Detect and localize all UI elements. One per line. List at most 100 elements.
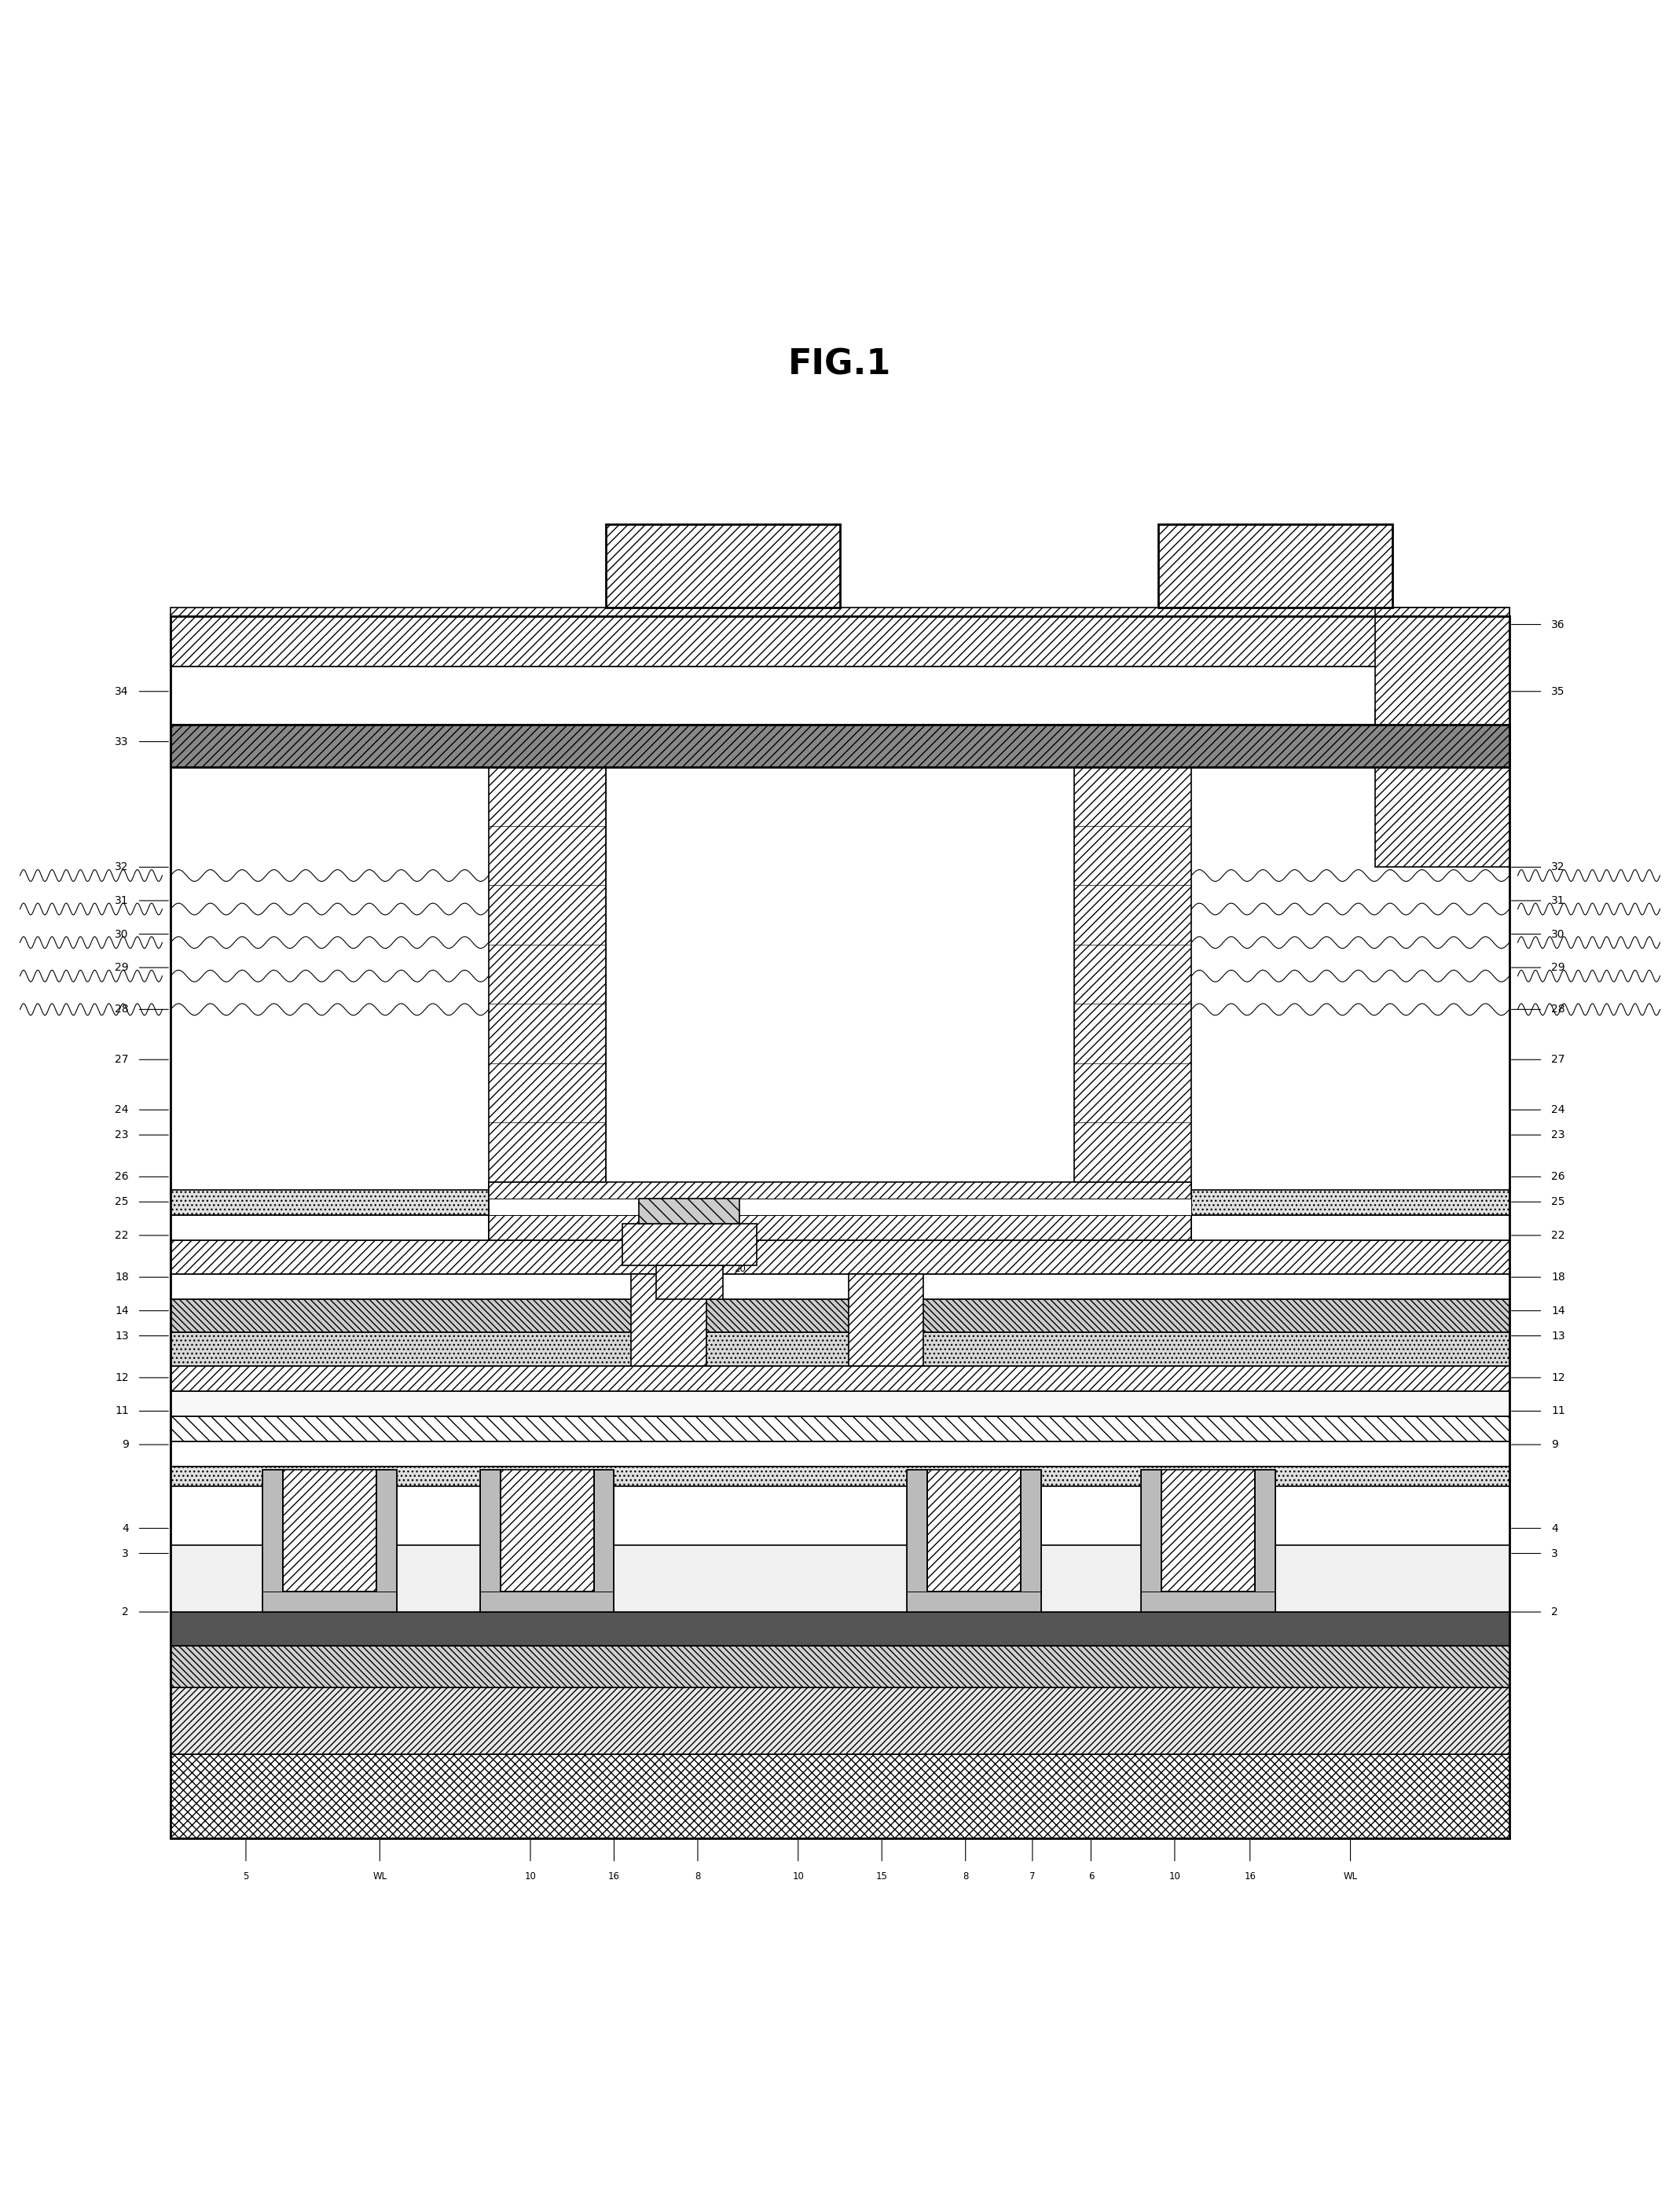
Bar bbox=[1161, 1469, 1255, 1593]
Bar bbox=[638, 1198, 739, 1223]
Bar bbox=[606, 767, 1074, 1181]
Text: 28: 28 bbox=[114, 1005, 129, 1016]
Bar bbox=[1376, 707, 1509, 868]
Text: 23: 23 bbox=[1551, 1130, 1566, 1141]
Bar bbox=[1255, 1469, 1275, 1613]
Bar bbox=[171, 1646, 1509, 1687]
Text: 15: 15 bbox=[875, 1870, 887, 1881]
Bar bbox=[171, 665, 1509, 725]
Text: 17: 17 bbox=[650, 1322, 662, 1333]
Bar bbox=[623, 1223, 756, 1265]
Bar bbox=[262, 1593, 396, 1613]
Text: 20: 20 bbox=[734, 1265, 746, 1273]
Text: 9: 9 bbox=[123, 1439, 129, 1450]
Text: 27: 27 bbox=[114, 1055, 129, 1066]
Text: 16: 16 bbox=[1245, 1870, 1257, 1881]
Text: 24: 24 bbox=[114, 1104, 129, 1115]
Text: 31: 31 bbox=[114, 894, 129, 905]
Text: 14: 14 bbox=[114, 1304, 129, 1315]
Text: 12: 12 bbox=[114, 1372, 129, 1383]
Bar bbox=[171, 1300, 1509, 1333]
Bar bbox=[489, 767, 606, 1240]
Bar bbox=[171, 1544, 1509, 1613]
Bar bbox=[171, 1441, 1509, 1467]
Text: 8: 8 bbox=[696, 1870, 701, 1881]
Text: 10: 10 bbox=[793, 1870, 805, 1881]
Text: 33: 33 bbox=[114, 736, 129, 747]
Text: 17: 17 bbox=[884, 1322, 895, 1333]
Bar bbox=[171, 1366, 1509, 1390]
Text: 35: 35 bbox=[1551, 685, 1566, 696]
Bar bbox=[171, 1240, 1509, 1273]
Bar bbox=[655, 1265, 722, 1300]
Text: 25: 25 bbox=[114, 1196, 129, 1207]
Bar bbox=[171, 1390, 1509, 1417]
Bar bbox=[171, 1417, 1509, 1441]
Bar bbox=[171, 608, 1509, 665]
Text: 23: 23 bbox=[114, 1130, 129, 1141]
Bar bbox=[171, 1216, 489, 1240]
Text: 25: 25 bbox=[1551, 1196, 1566, 1207]
Bar bbox=[171, 725, 1509, 767]
Bar bbox=[262, 1469, 282, 1613]
Text: 6: 6 bbox=[1089, 1870, 1094, 1881]
Text: FIG.1: FIG.1 bbox=[788, 348, 892, 381]
Text: 30: 30 bbox=[114, 930, 129, 941]
Bar bbox=[480, 1469, 501, 1613]
Text: 13: 13 bbox=[114, 1331, 129, 1342]
Bar bbox=[171, 1687, 1509, 1754]
Text: 29: 29 bbox=[114, 963, 129, 974]
Bar bbox=[171, 1467, 1509, 1487]
Text: 32: 32 bbox=[114, 861, 129, 872]
Text: 11: 11 bbox=[1551, 1406, 1566, 1417]
Bar bbox=[489, 1181, 1191, 1240]
Bar bbox=[501, 1469, 595, 1593]
Bar bbox=[595, 1469, 615, 1613]
Bar bbox=[171, 1190, 489, 1216]
Text: 21: 21 bbox=[768, 1205, 780, 1216]
Text: 2: 2 bbox=[123, 1606, 129, 1617]
Text: 26: 26 bbox=[1551, 1172, 1566, 1183]
Text: 10: 10 bbox=[524, 1870, 536, 1881]
Text: 3: 3 bbox=[123, 1549, 129, 1560]
Text: 27: 27 bbox=[1551, 1055, 1566, 1066]
Text: 5: 5 bbox=[244, 1870, 249, 1881]
Text: 2: 2 bbox=[1551, 1606, 1557, 1617]
Bar bbox=[171, 1273, 1509, 1300]
Text: 16: 16 bbox=[608, 1870, 620, 1881]
Bar bbox=[907, 1469, 927, 1613]
Text: 34: 34 bbox=[114, 685, 129, 696]
Bar bbox=[171, 1333, 1509, 1366]
Text: 13: 13 bbox=[1551, 1331, 1566, 1342]
Text: 22: 22 bbox=[1551, 1229, 1566, 1240]
Bar bbox=[1141, 1469, 1161, 1613]
Bar bbox=[171, 617, 1509, 1837]
Text: 26: 26 bbox=[114, 1172, 129, 1183]
Text: 24: 24 bbox=[1551, 1104, 1566, 1115]
Bar bbox=[1376, 608, 1509, 767]
Bar bbox=[1191, 1190, 1509, 1216]
Bar bbox=[630, 1273, 706, 1366]
Text: 19: 19 bbox=[709, 1238, 721, 1249]
Text: 32: 32 bbox=[1551, 861, 1566, 872]
Bar bbox=[1158, 524, 1393, 608]
Bar bbox=[480, 1593, 615, 1613]
Text: 30: 30 bbox=[1551, 930, 1566, 941]
Text: 4: 4 bbox=[123, 1522, 129, 1533]
Bar bbox=[171, 1754, 1509, 1837]
Bar bbox=[1191, 1216, 1509, 1240]
Bar bbox=[907, 1593, 1042, 1613]
Text: 36: 36 bbox=[1551, 619, 1566, 630]
Text: 18: 18 bbox=[114, 1271, 129, 1282]
Text: 14: 14 bbox=[1551, 1304, 1566, 1315]
Text: 8: 8 bbox=[963, 1870, 968, 1881]
Bar bbox=[927, 1469, 1021, 1593]
Text: WL: WL bbox=[373, 1870, 386, 1881]
Bar bbox=[376, 1469, 396, 1613]
Text: 10: 10 bbox=[1169, 1870, 1181, 1881]
Text: WL: WL bbox=[1344, 1870, 1357, 1881]
Bar bbox=[606, 524, 840, 608]
Text: 22: 22 bbox=[114, 1229, 129, 1240]
Text: 7: 7 bbox=[1030, 1870, 1035, 1881]
Bar bbox=[282, 1469, 376, 1593]
